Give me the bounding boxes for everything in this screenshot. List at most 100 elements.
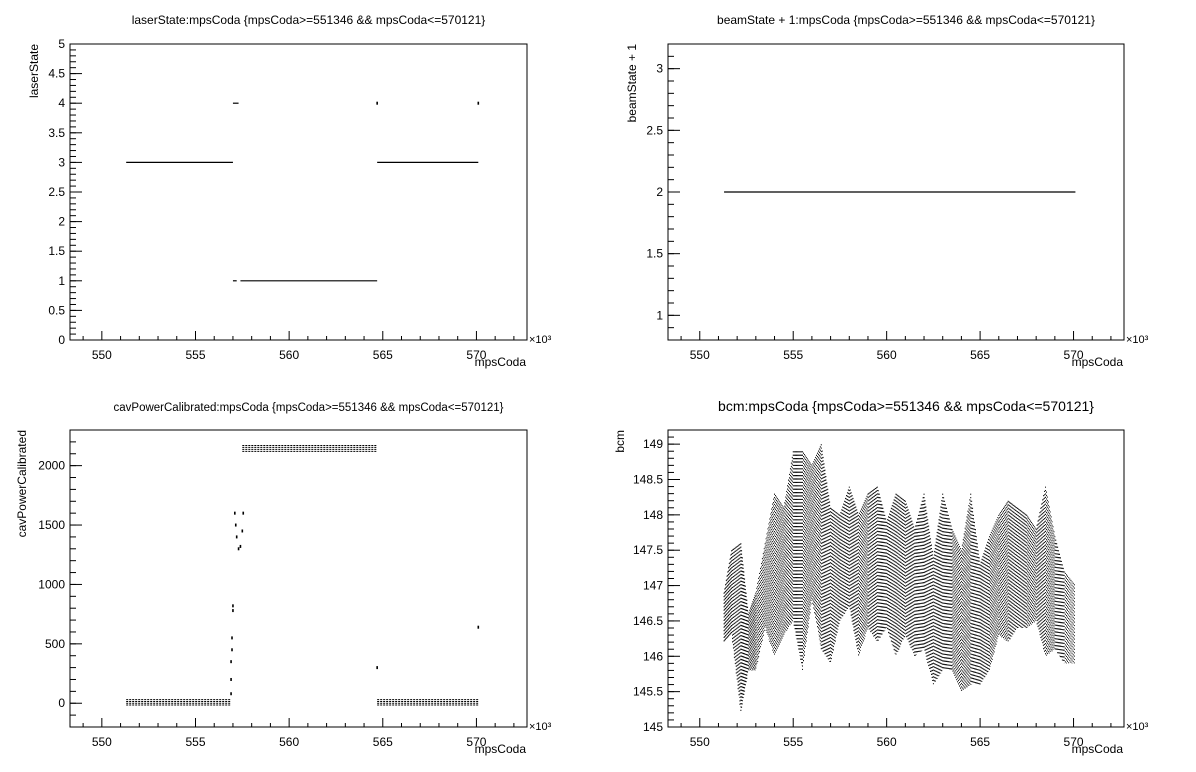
chart-panel-2: beamState + 1:mpsCoda {mpsCoda>=551346 &… (625, 13, 1149, 369)
x-multiplier: ×10³ (529, 721, 552, 733)
y-tick-label: 148 (643, 508, 663, 522)
y-axis-title: cavPowerCalibrated (15, 430, 29, 537)
y-tick-label: 2.5 (48, 185, 65, 199)
y-tick-label: 145.5 (633, 685, 663, 699)
x-axis: 550 555 560 565 570 (82, 331, 515, 362)
data-point (234, 511, 236, 515)
data-point (235, 535, 238, 539)
data-series (723, 444, 1075, 713)
x-multiplier: ×10³ (1126, 334, 1149, 346)
data-point (234, 523, 237, 527)
y-tick-label: 1.5 (48, 244, 65, 258)
x-tick-label: 560 (279, 735, 299, 749)
x-tick-label: 560 (877, 348, 897, 362)
x-tick-label: 565 (373, 735, 393, 749)
x-axis-title: mpsCoda (1072, 355, 1124, 369)
y-tick-label: 146.5 (633, 614, 663, 628)
x-tick-label: 555 (783, 735, 803, 749)
data-point (241, 529, 244, 533)
x-multiplier: ×10³ (1126, 721, 1149, 733)
y-tick-label: 1500 (38, 518, 65, 532)
y-tick-label: 1.5 (646, 247, 663, 261)
y-axis: 145 145.5 146 146.5 147 147.5 148 148.5 149 (633, 429, 680, 734)
y-tick-label: 5 (58, 37, 65, 51)
y-tick-label: 147 (643, 579, 663, 593)
x-tick-label: 550 (690, 348, 710, 362)
data-point (232, 604, 234, 608)
y-tick-label: 4 (58, 96, 65, 110)
x-tick-label: 550 (92, 735, 112, 749)
data-series (126, 101, 480, 282)
y-tick-label: 2 (656, 185, 663, 199)
x-tick-label: 565 (373, 348, 393, 362)
data-series (126, 444, 480, 706)
x-tick-label: 570 (1064, 735, 1084, 749)
x-tick-label: 555 (185, 348, 205, 362)
data-point (242, 511, 245, 515)
y-tick-label: 2 (58, 215, 65, 229)
y-tick-label: 148.5 (633, 473, 663, 487)
y-axis: 0 500 1000 1500 2000 (38, 429, 82, 728)
x-axis-title: mpsCoda (475, 355, 527, 369)
x-tick-label: 550 (690, 735, 710, 749)
chart-panel-1: laserState:mpsCoda {mpsCoda>=551346 && m… (27, 13, 552, 369)
x-axis: 550 555 560 565 570 (680, 718, 1112, 749)
x-tick-label: 565 (970, 348, 990, 362)
y-tick-label: 149 (643, 437, 663, 451)
y-tick-label: 1 (58, 274, 65, 288)
x-tick-label: 555 (783, 348, 803, 362)
chart-panel-4: bcm:mpsCoda {mpsCoda>=551346 && mpsCoda<… (613, 398, 1149, 756)
chart-title: cavPowerCalibrated:mpsCoda {mpsCoda>=551… (114, 402, 504, 414)
data-point (237, 547, 240, 551)
chart-panel-3: cavPowerCalibrated:mpsCoda {mpsCoda>=551… (15, 402, 552, 756)
chart-title: beamState + 1:mpsCoda {mpsCoda>=551346 &… (717, 13, 1095, 27)
y-tick-label: 0 (58, 696, 65, 710)
x-tick-label: 555 (185, 735, 205, 749)
plot-frame (667, 429, 1125, 728)
data-point (232, 609, 234, 613)
y-tick-label: 0 (58, 333, 65, 347)
x-tick-label: 570 (466, 735, 486, 749)
y-tick-label: 0.5 (48, 303, 65, 317)
plot-frame (69, 43, 528, 341)
x-tick-label: 565 (970, 735, 990, 749)
x-tick-label: 560 (877, 735, 897, 749)
data-point (239, 544, 242, 548)
data-point (376, 101, 378, 105)
x-multiplier: ×10³ (529, 334, 552, 346)
data-point (376, 666, 378, 670)
y-tick-label: 145 (643, 720, 663, 734)
y-tick-label: 2000 (38, 459, 65, 473)
y-tick-label: 3.5 (48, 126, 65, 140)
y-axis-title: beamState + 1 (625, 44, 639, 123)
x-axis-title: mpsCoda (1072, 742, 1124, 756)
chart-title: laserState:mpsCoda {mpsCoda>=551346 && m… (132, 13, 486, 27)
data-point (230, 677, 232, 681)
y-tick-label: 1000 (38, 577, 65, 591)
y-tick-label: 146 (643, 649, 663, 663)
data-point (231, 636, 233, 640)
x-tick-label: 560 (279, 348, 299, 362)
y-axis: 0 0.5 1 1.5 2 2.5 3 3.5 4 4.5 5 (48, 37, 82, 347)
data-point (477, 101, 480, 105)
x-tick-label: 570 (1064, 348, 1084, 362)
data-point (230, 660, 232, 664)
y-tick-label: 1 (656, 308, 663, 322)
x-tick-label: 550 (92, 348, 112, 362)
y-tick-label: 500 (45, 637, 65, 651)
y-tick-label: 147.5 (633, 543, 663, 557)
y-tick-label: 3 (58, 155, 65, 169)
x-axis: 550 555 560 565 570 (680, 331, 1112, 362)
x-tick-label: 570 (466, 348, 486, 362)
y-axis-title: laserState (27, 44, 41, 98)
data-point (231, 648, 233, 652)
x-axis-title: mpsCoda (475, 742, 527, 756)
chart-title: bcm:mpsCoda {mpsCoda>=551346 && mpsCoda<… (718, 398, 1094, 414)
y-axis-title: bcm (613, 430, 627, 453)
data-point (477, 625, 480, 629)
data-point (230, 692, 232, 696)
y-tick-label: 2.5 (646, 123, 663, 137)
y-tick-label: 4.5 (48, 67, 65, 81)
y-axis: 1 1.5 2 2.5 3 (646, 43, 680, 341)
